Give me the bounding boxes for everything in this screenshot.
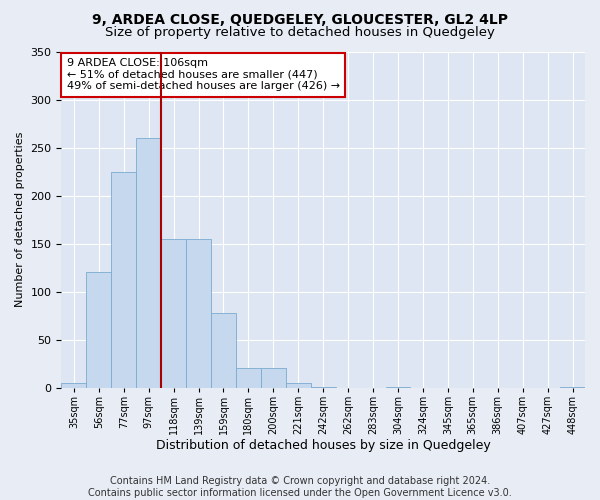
Text: 9 ARDEA CLOSE: 106sqm
← 51% of detached houses are smaller (447)
49% of semi-det: 9 ARDEA CLOSE: 106sqm ← 51% of detached … — [67, 58, 340, 92]
Bar — [186, 239, 211, 388]
Bar — [386, 386, 410, 388]
Bar — [236, 368, 261, 388]
Text: 9, ARDEA CLOSE, QUEDGELEY, GLOUCESTER, GL2 4LP: 9, ARDEA CLOSE, QUEDGELEY, GLOUCESTER, G… — [92, 12, 508, 26]
Bar — [286, 383, 311, 388]
Bar — [161, 239, 186, 388]
Bar — [86, 272, 111, 388]
Bar — [261, 368, 286, 388]
Bar — [61, 383, 86, 388]
Text: Size of property relative to detached houses in Quedgeley: Size of property relative to detached ho… — [105, 26, 495, 39]
Bar — [560, 386, 585, 388]
Bar — [136, 138, 161, 388]
Bar — [311, 386, 335, 388]
Y-axis label: Number of detached properties: Number of detached properties — [15, 132, 25, 307]
X-axis label: Distribution of detached houses by size in Quedgeley: Distribution of detached houses by size … — [156, 440, 491, 452]
Bar — [111, 172, 136, 388]
Text: Contains HM Land Registry data © Crown copyright and database right 2024.
Contai: Contains HM Land Registry data © Crown c… — [88, 476, 512, 498]
Bar — [211, 312, 236, 388]
